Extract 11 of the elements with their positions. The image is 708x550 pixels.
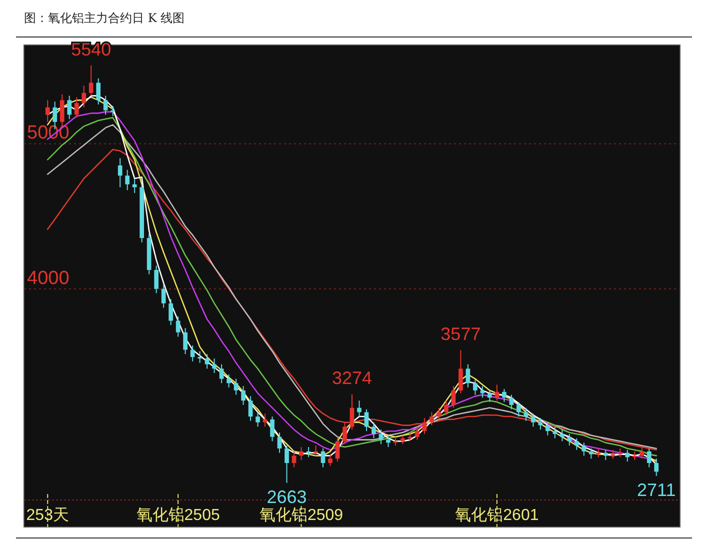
annotation: 3274 (332, 368, 372, 388)
xtick-label: 氧化铝2505 (136, 507, 220, 524)
xtick-label: 253天 (26, 507, 69, 524)
xtick-label: 氧化铝2509 (259, 507, 344, 524)
annotation: 2663 (266, 486, 307, 507)
annotation: 5540 (71, 39, 112, 60)
title: 图：氧化铝主力合约日 K 线图 (24, 11, 185, 25)
xtick-label: 氧化铝2601 (455, 507, 539, 524)
annotation: 3577 (440, 324, 481, 344)
annotation: 2711 (637, 480, 676, 500)
ytick: 4000 (27, 268, 70, 289)
